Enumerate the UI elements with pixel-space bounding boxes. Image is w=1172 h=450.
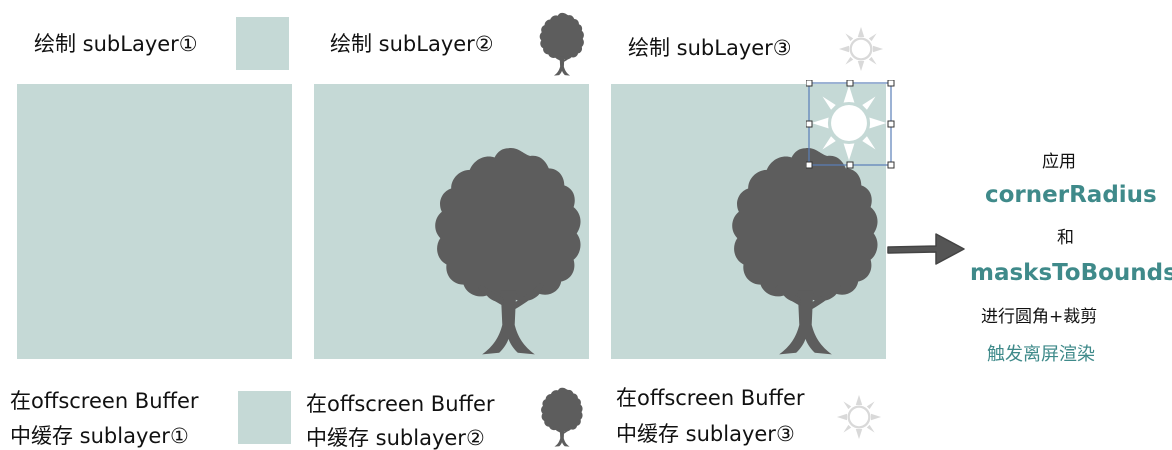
side-note-and: 和 (1057, 228, 1074, 248)
arrow-right-icon (887, 233, 965, 265)
sublayer-1-swatch (236, 17, 289, 70)
side-note-masks-to-bounds: masksToBounds (970, 260, 1172, 286)
tree-icon (723, 142, 888, 359)
sun-icon (836, 394, 882, 440)
buffer-label-1-line1: 在offscreen Buffer (10, 389, 199, 413)
side-note-offscreen: 触发离屏渲染 (987, 344, 1095, 365)
sun-icon (838, 26, 884, 72)
buffer-panel-1 (17, 84, 292, 359)
buffer-label-2-line2: 中缓存 sublayer② (306, 426, 485, 450)
sun-selection[interactable] (806, 80, 896, 170)
buffer-label-2-line1: 在offscreen Buffer (306, 392, 495, 416)
draw-label-1: 绘制 subLayer① (34, 32, 198, 56)
side-note-corner-radius: cornerRadius (985, 182, 1157, 208)
tree-icon (534, 11, 590, 77)
tree-icon (536, 386, 588, 448)
buffer-panel-2 (314, 84, 589, 359)
sublayer-1-swatch (238, 391, 291, 444)
buffer-label-1-line2: 中缓存 sublayer① (10, 424, 189, 448)
tree-icon (426, 142, 591, 359)
side-note-round-clip: 进行圆角+裁剪 (981, 307, 1098, 327)
buffer-label-3-line1: 在offscreen Buffer (616, 386, 805, 410)
draw-label-2: 绘制 subLayer② (330, 32, 494, 56)
side-note-apply: 应用 (1042, 152, 1076, 172)
buffer-label-3-line2: 中缓存 sublayer③ (616, 422, 795, 446)
draw-label-3: 绘制 subLayer③ (628, 36, 792, 60)
